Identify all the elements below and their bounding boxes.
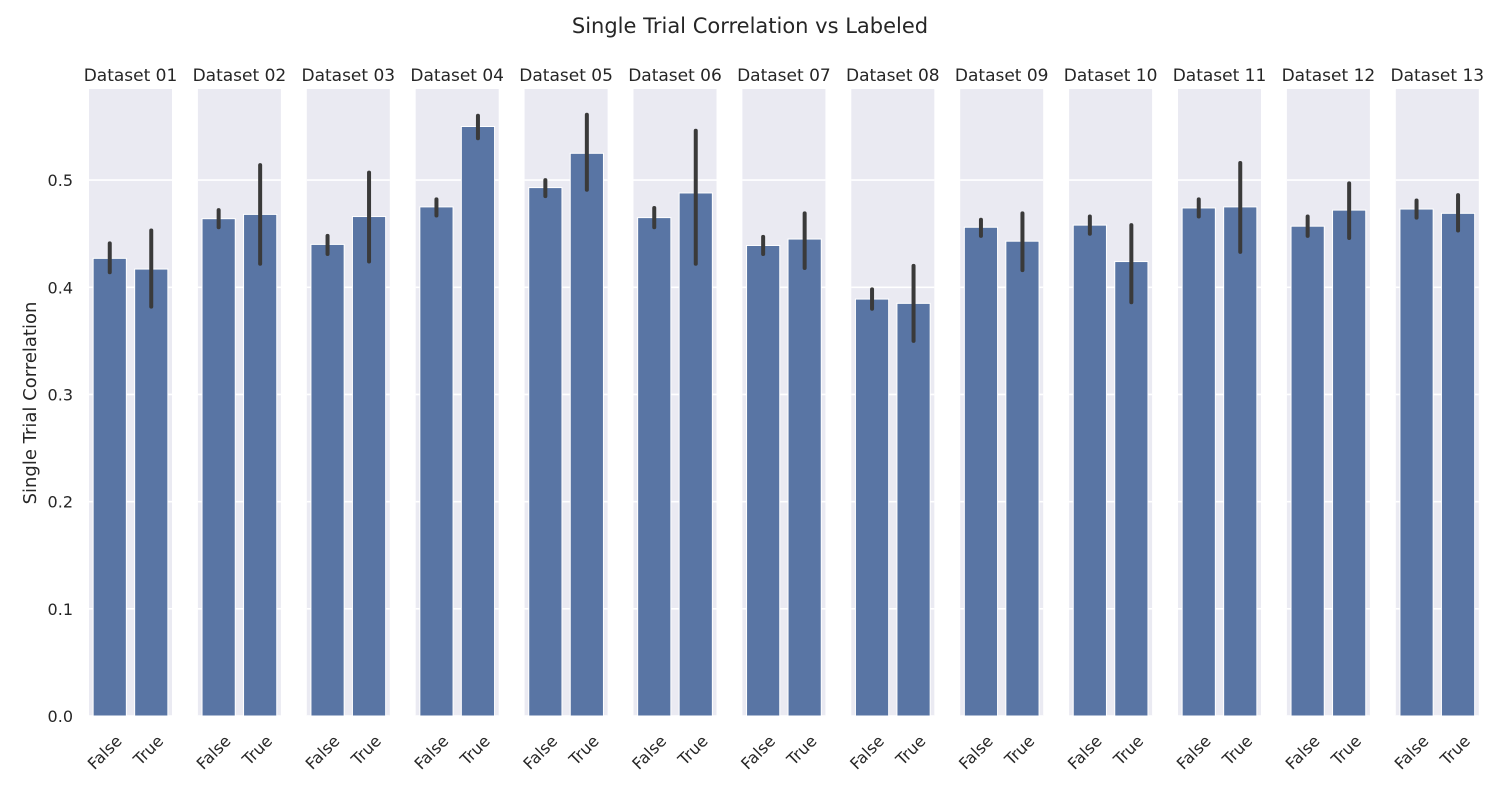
x-tick-label: False bbox=[302, 731, 344, 773]
x-tick-label: True bbox=[1218, 731, 1256, 769]
y-tick-label: 0.3 bbox=[48, 385, 73, 404]
y-tick-label: 0.2 bbox=[48, 493, 73, 512]
bar bbox=[1290, 225, 1325, 717]
bar bbox=[1223, 206, 1258, 717]
y-axis-label: Single Trial Correlation bbox=[20, 302, 41, 505]
panel-title: Dataset 09 bbox=[955, 66, 1049, 86]
x-tick-label: False bbox=[1173, 731, 1215, 773]
panel-title: Dataset 01 bbox=[84, 66, 178, 86]
bar bbox=[243, 213, 278, 717]
bar bbox=[92, 257, 127, 717]
bar bbox=[1181, 207, 1216, 717]
bar bbox=[460, 126, 496, 717]
bar bbox=[678, 192, 713, 717]
x-tick-label: False bbox=[410, 731, 452, 773]
x-tick-label: True bbox=[891, 731, 929, 769]
x-tick-label: False bbox=[193, 731, 235, 773]
x-tick-label: False bbox=[846, 731, 888, 773]
x-tick-label: False bbox=[84, 731, 126, 773]
panel-title: Dataset 11 bbox=[1173, 66, 1267, 86]
bar bbox=[1005, 240, 1040, 717]
panel: Dataset 07 False True bbox=[737, 66, 831, 773]
panel: Dataset 13 False True bbox=[1390, 66, 1484, 773]
panel-title: Dataset 12 bbox=[1282, 66, 1376, 86]
bar bbox=[1114, 261, 1149, 717]
x-tick-label: False bbox=[1391, 731, 1433, 773]
bar bbox=[854, 298, 890, 717]
x-tick-label: False bbox=[737, 731, 779, 773]
bar bbox=[787, 238, 822, 717]
panel-title: Dataset 10 bbox=[1064, 66, 1158, 86]
x-tick-label: False bbox=[628, 731, 670, 773]
y-tick-label: 0.4 bbox=[48, 278, 73, 297]
panel: Dataset 05 False True bbox=[519, 66, 613, 773]
panel-title: Dataset 13 bbox=[1390, 66, 1484, 86]
panel-title: Dataset 07 bbox=[737, 66, 831, 86]
y-tick-label: 0.0 bbox=[48, 707, 73, 726]
panel-title: Dataset 05 bbox=[519, 66, 613, 86]
x-tick-label: True bbox=[782, 731, 820, 769]
bar bbox=[201, 218, 236, 717]
panel: Dataset 08 False True bbox=[846, 66, 940, 773]
panel-title: Dataset 03 bbox=[301, 66, 395, 86]
x-tick-label: True bbox=[565, 731, 603, 769]
panel: Dataset 11 False True bbox=[1173, 66, 1267, 773]
bar bbox=[419, 206, 454, 717]
panel-title: Dataset 04 bbox=[410, 66, 504, 86]
panel: Dataset 02 False True bbox=[193, 66, 287, 773]
bar bbox=[569, 152, 604, 717]
x-tick-label: True bbox=[129, 731, 167, 769]
panel: Dataset 03 False True bbox=[301, 66, 395, 773]
y-tick-label: 0.5 bbox=[48, 171, 73, 190]
panel: Dataset 01 False True bbox=[84, 66, 178, 773]
panel: Dataset 09 False True bbox=[955, 66, 1049, 773]
x-tick-label: True bbox=[456, 731, 494, 769]
bar bbox=[746, 244, 781, 717]
panel-title: Dataset 06 bbox=[628, 66, 722, 86]
bar bbox=[351, 216, 387, 717]
bar bbox=[1332, 209, 1367, 717]
bar bbox=[637, 217, 672, 717]
bar bbox=[896, 302, 931, 717]
panel: Dataset 04 False True bbox=[410, 66, 504, 773]
y-tick-label: 0.1 bbox=[48, 600, 73, 619]
panel: Dataset 12 False True bbox=[1282, 66, 1376, 773]
bar bbox=[1440, 212, 1476, 717]
x-tick-label: True bbox=[1109, 731, 1147, 769]
x-tick-label: True bbox=[673, 731, 711, 769]
chart-title: Single Trial Correlation vs Labeled bbox=[572, 14, 928, 38]
bar bbox=[134, 268, 169, 717]
panel-title: Dataset 08 bbox=[846, 66, 940, 86]
panel: Dataset 06 False True bbox=[628, 66, 722, 773]
x-tick-label: False bbox=[519, 731, 561, 773]
bar bbox=[963, 226, 999, 717]
x-tick-label: False bbox=[955, 731, 997, 773]
bar bbox=[1399, 208, 1434, 717]
x-tick-label: True bbox=[238, 731, 276, 769]
x-tick-label: True bbox=[1327, 731, 1365, 769]
bar bbox=[310, 243, 345, 717]
bar bbox=[1072, 224, 1107, 717]
x-tick-label: True bbox=[1436, 731, 1474, 769]
bar bbox=[528, 187, 563, 717]
x-tick-label: False bbox=[1064, 731, 1106, 773]
panel-title: Dataset 02 bbox=[193, 66, 287, 86]
x-tick-label: False bbox=[1282, 731, 1324, 773]
panel: Dataset 10 False True bbox=[1064, 66, 1158, 773]
x-tick-label: True bbox=[1000, 731, 1038, 769]
x-tick-label: True bbox=[347, 731, 385, 769]
